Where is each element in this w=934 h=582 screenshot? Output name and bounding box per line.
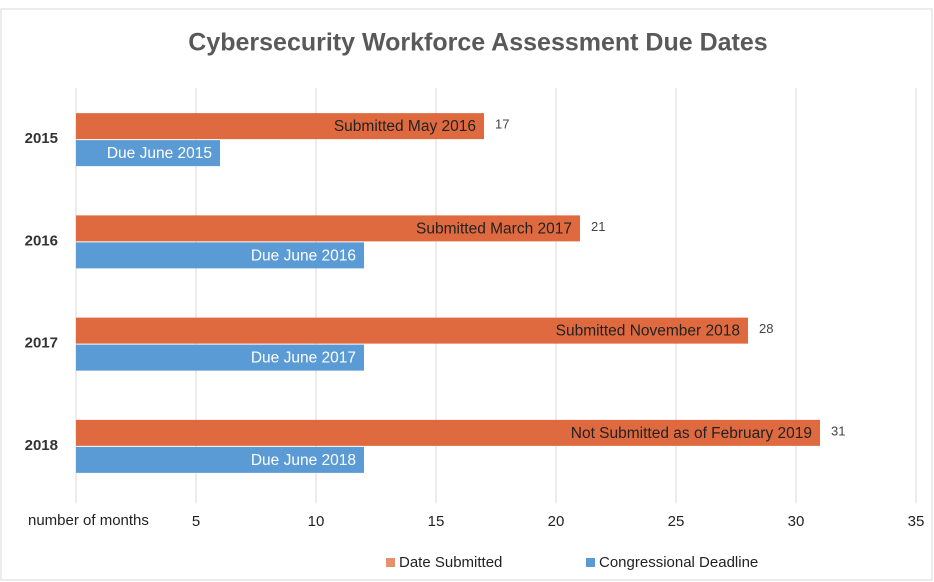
value-label: 31 <box>831 423 845 438</box>
bar <box>76 242 364 269</box>
chart-title: Cybersecurity Workforce Assessment Due D… <box>188 29 767 57</box>
bar <box>76 140 220 167</box>
bar-label: Due June 2017 <box>251 350 356 367</box>
bar <box>76 317 748 344</box>
value-label: 28 <box>759 321 773 336</box>
bar-label: Due June 2015 <box>107 145 212 162</box>
x-tick-label: 30 <box>788 513 805 530</box>
y-tick-label: 2015 <box>25 130 58 147</box>
y-tick-label: 2016 <box>25 232 58 249</box>
y-tick-label: 2017 <box>25 335 58 352</box>
legend-label: Date Submitted <box>399 554 502 571</box>
bar <box>76 215 580 242</box>
bar-label: Not Submitted as of February 2019 <box>571 425 812 442</box>
bar-label: Due June 2018 <box>251 452 356 469</box>
chart-border <box>0 8 933 581</box>
bar-label: Submitted May 2016 <box>334 118 476 135</box>
bar <box>76 446 364 473</box>
x-axis-label: number of months <box>28 512 149 529</box>
x-tick-label: 5 <box>192 513 200 530</box>
x-tick-label: 10 <box>308 513 325 530</box>
bar <box>76 344 364 371</box>
bar-label: Submitted March 2017 <box>416 220 572 237</box>
x-tick-label: 35 <box>908 513 925 530</box>
x-tick-label: 25 <box>668 513 685 530</box>
legend-label: Congressional Deadline <box>599 554 758 571</box>
y-tick-label: 2018 <box>25 437 58 454</box>
legend-swatch <box>386 558 395 567</box>
x-tick-label: 20 <box>548 513 565 530</box>
value-label: 17 <box>495 117 509 132</box>
bar-label: Submitted November 2018 <box>556 323 740 340</box>
value-label: 21 <box>591 219 605 234</box>
x-tick-label: 15 <box>428 513 445 530</box>
bar <box>76 113 484 140</box>
legend-swatch <box>586 558 595 567</box>
bar <box>76 419 820 446</box>
bar-label: Due June 2016 <box>251 247 356 264</box>
